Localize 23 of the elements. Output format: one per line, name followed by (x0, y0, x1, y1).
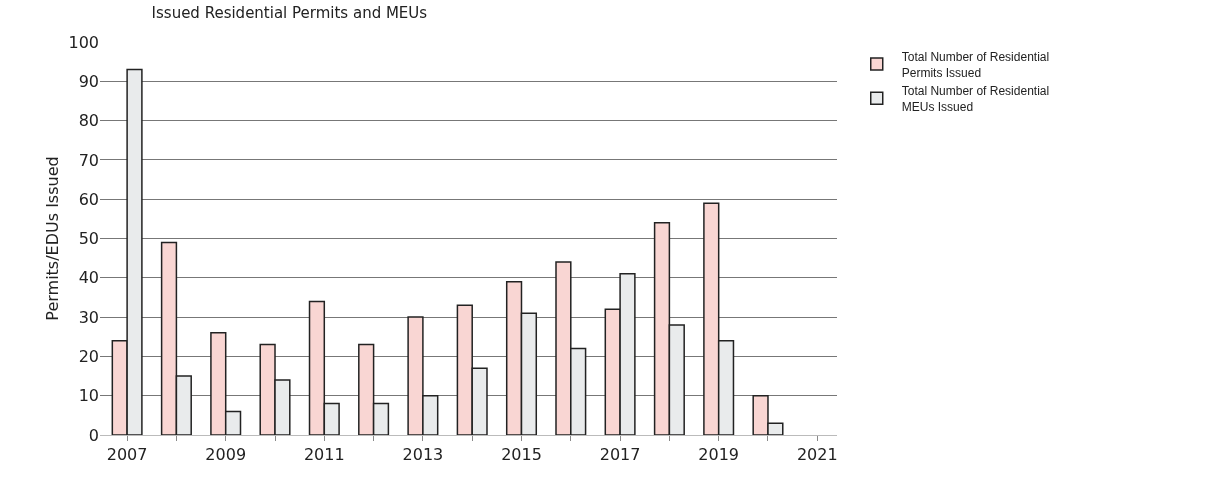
y-tick-label: 70 (78, 150, 99, 170)
y-tick-label: 100 (68, 32, 99, 52)
y-tick-label: 10 (78, 386, 99, 406)
x-tick-label: 2009 (205, 445, 247, 465)
y-tick-label: 0 (88, 425, 99, 445)
x-tick-label: 2015 (501, 445, 542, 465)
legend-label: Total Number of Residential Permits Issued (901, 49, 1050, 80)
y-tick-label: 80 (78, 111, 99, 131)
y-tick-label: 90 (78, 71, 99, 91)
x-tick-label: 2017 (599, 445, 641, 465)
y-axis-title: Permits/EDUs Issued (43, 156, 62, 321)
y-tick-label: 30 (78, 307, 99, 327)
x-tick-label: 2013 (402, 445, 444, 465)
y-tick-label: 50 (78, 229, 99, 249)
chart-title: Issued Residential Permits and MEUs (151, 3, 428, 22)
legend-label: Total Number of Residential MEUs Issued (901, 84, 1050, 114)
x-tick-label: 2021 (796, 445, 838, 465)
x-tick-label: 2007 (106, 445, 148, 465)
y-tick-label: 40 (78, 268, 99, 288)
x-tick-label: 2019 (698, 445, 740, 465)
y-tick-label: 20 (78, 347, 99, 366)
x-tick-label: 2011 (303, 445, 345, 465)
y-tick-label: 60 (78, 189, 99, 209)
